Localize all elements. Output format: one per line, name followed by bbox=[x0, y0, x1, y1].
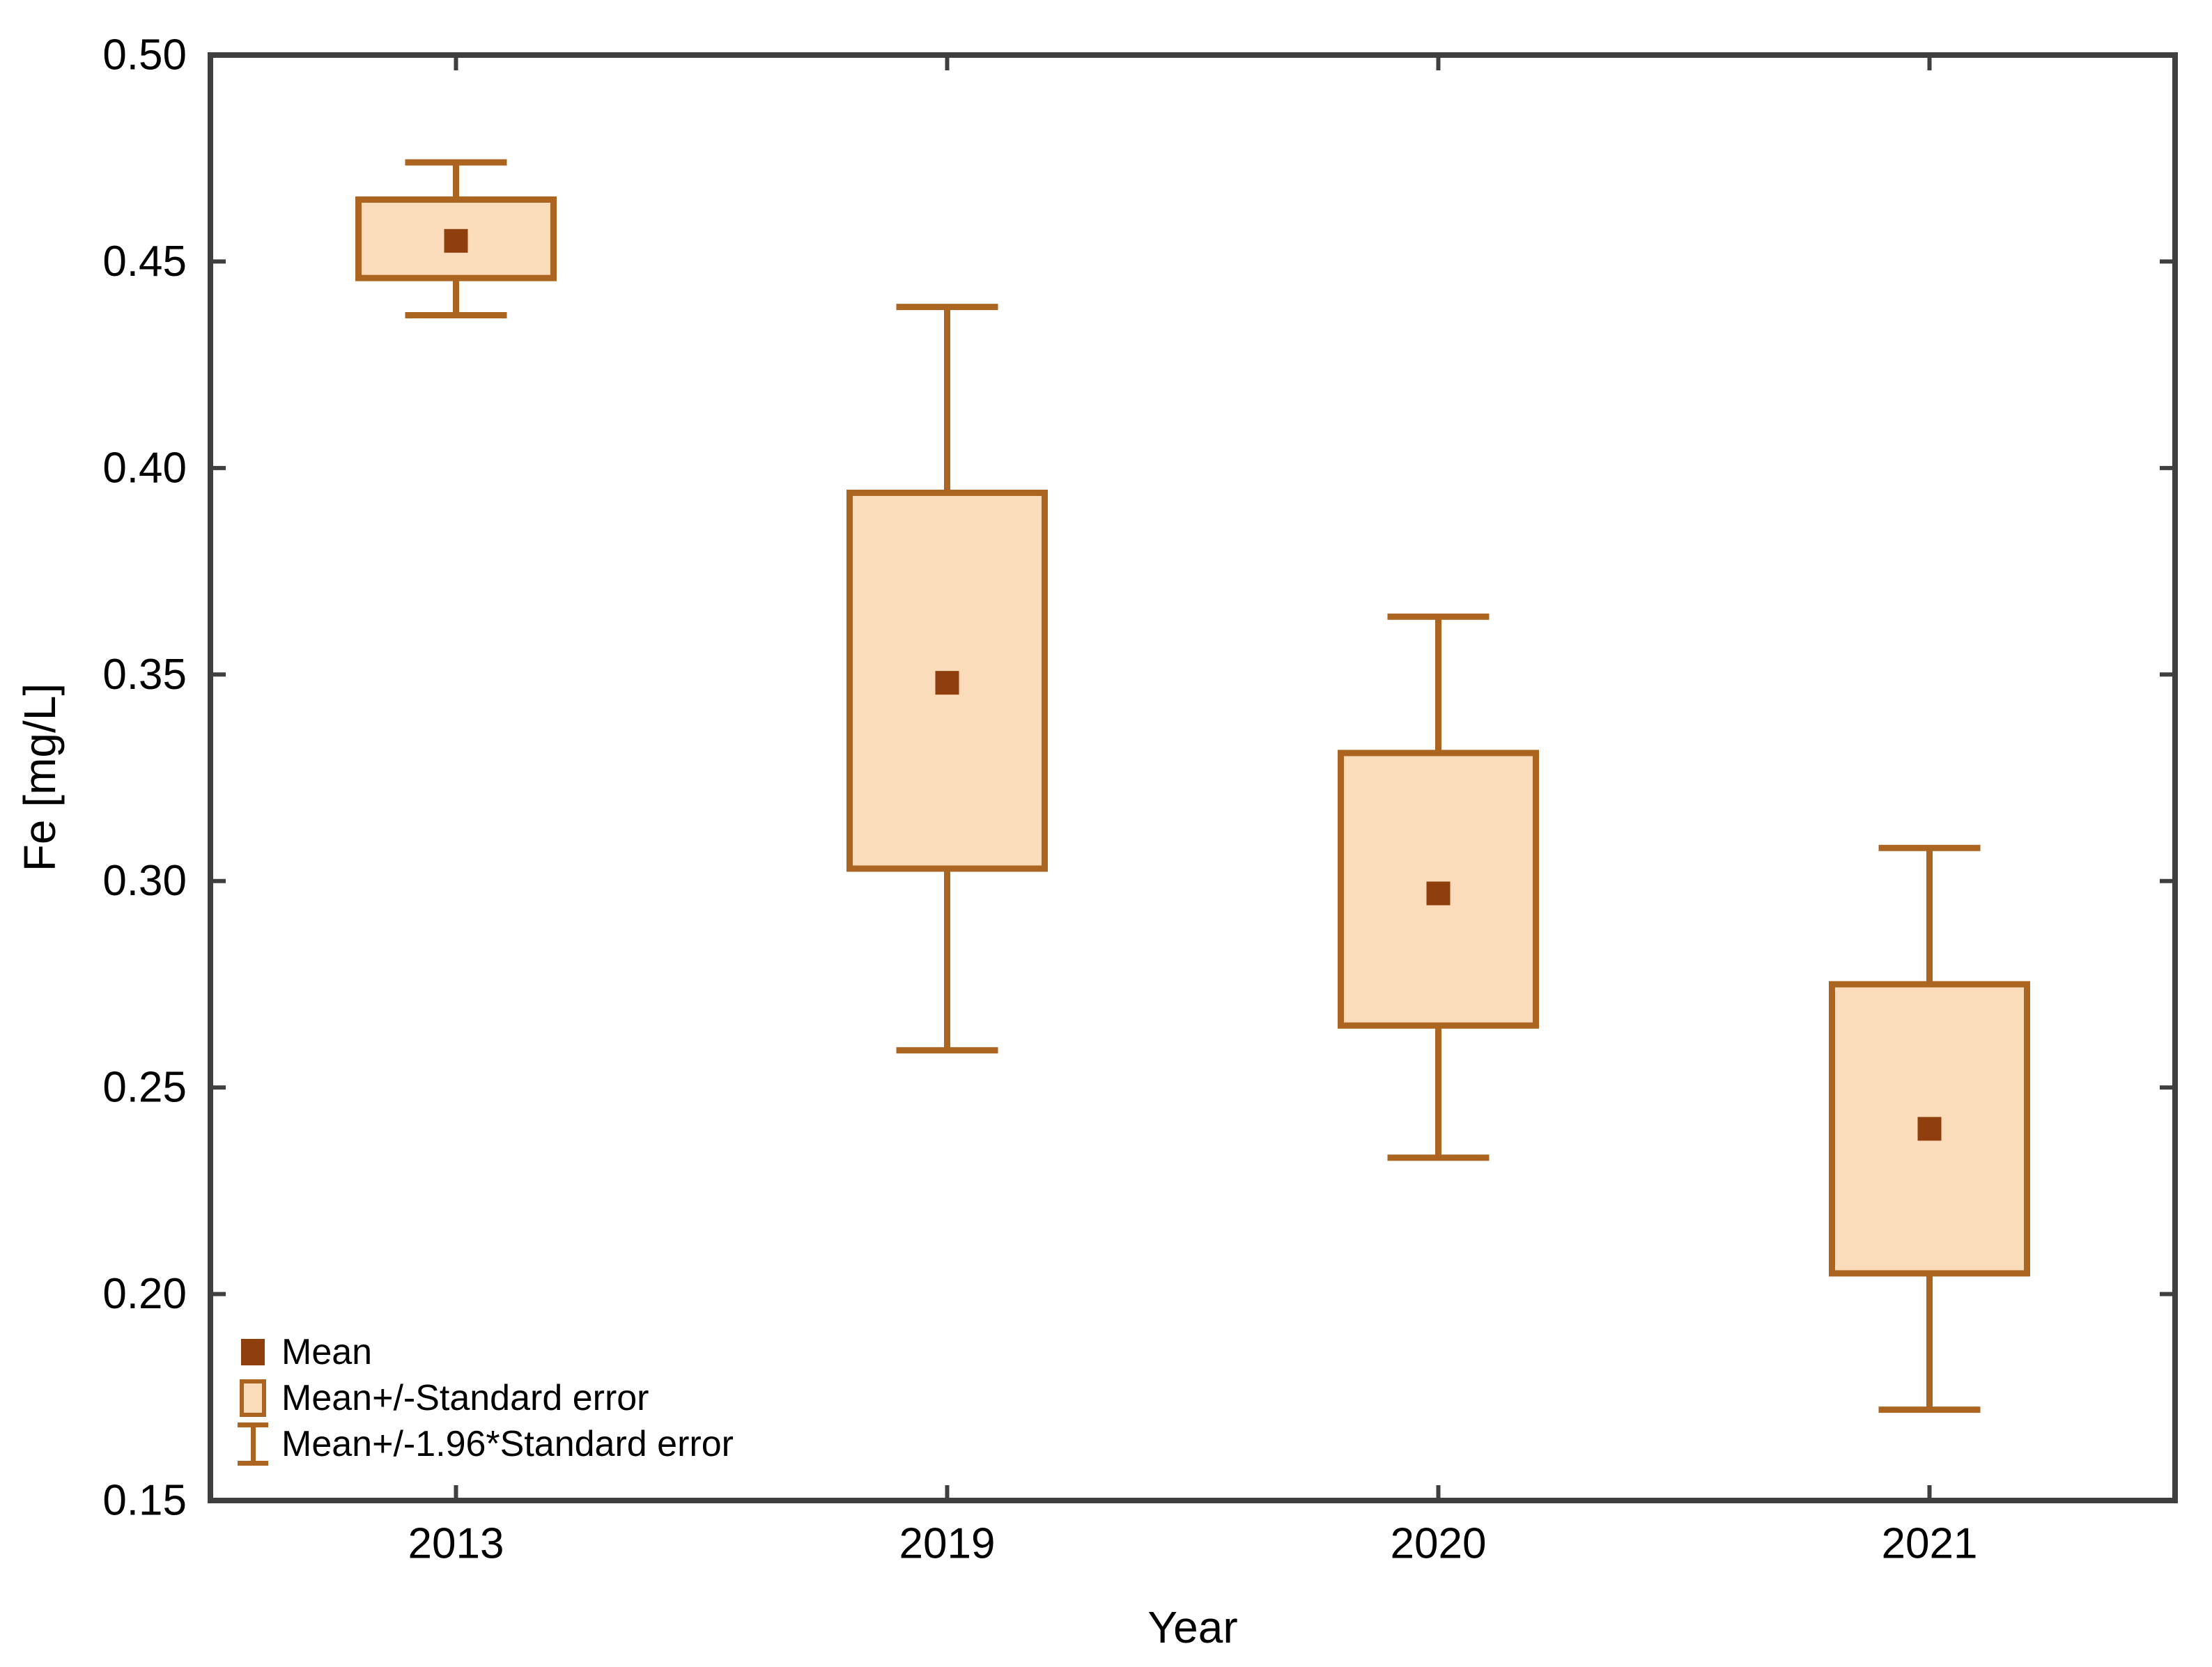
legend: Mean Mean+/-Standard error Mean+/-1.96*S… bbox=[234, 1329, 734, 1467]
x-tick-label: 2019 bbox=[899, 1520, 996, 1568]
mean-marker-icon bbox=[241, 1339, 265, 1365]
x-tick-label: 2021 bbox=[1882, 1520, 1978, 1568]
legend-label-whisker: Mean+/-1.96*Standard error bbox=[281, 1424, 734, 1464]
x-tick-label: 2020 bbox=[1391, 1520, 1487, 1568]
plot-frame bbox=[208, 52, 2178, 1503]
y-tick-label: 0.30 bbox=[102, 857, 187, 905]
legend-row-se-box: Mean+/-Standard error bbox=[234, 1375, 734, 1421]
se-box-2021 bbox=[1829, 981, 2030, 1277]
mean-marker-2020 bbox=[1426, 881, 1451, 906]
y-tick-label: 0.40 bbox=[102, 444, 187, 492]
y-tick-label: 0.25 bbox=[102, 1064, 187, 1112]
legend-row-mean: Mean bbox=[234, 1329, 734, 1375]
x-tick-label: 2013 bbox=[408, 1520, 504, 1568]
whisker-icon bbox=[238, 1422, 268, 1466]
y-tick-label: 0.15 bbox=[102, 1477, 187, 1525]
se-box-icon bbox=[240, 1379, 266, 1417]
y-tick-label: 0.50 bbox=[102, 31, 187, 79]
legend-label-se-box: Mean+/-Standard error bbox=[281, 1378, 649, 1418]
mean-marker-2013 bbox=[444, 228, 468, 253]
y-axis-title: Fe [mg/L] bbox=[15, 683, 65, 872]
mean-marker-2021 bbox=[1917, 1117, 1942, 1141]
mean-marker-2019 bbox=[935, 671, 959, 695]
y-tick-label: 0.45 bbox=[102, 238, 187, 286]
legend-row-whisker: Mean+/-1.96*Standard error bbox=[234, 1421, 734, 1467]
y-tick-label: 0.35 bbox=[102, 651, 187, 699]
y-tick-label: 0.20 bbox=[102, 1270, 187, 1318]
x-axis-title: Year bbox=[1147, 1602, 1238, 1652]
legend-label-mean: Mean bbox=[281, 1332, 373, 1372]
